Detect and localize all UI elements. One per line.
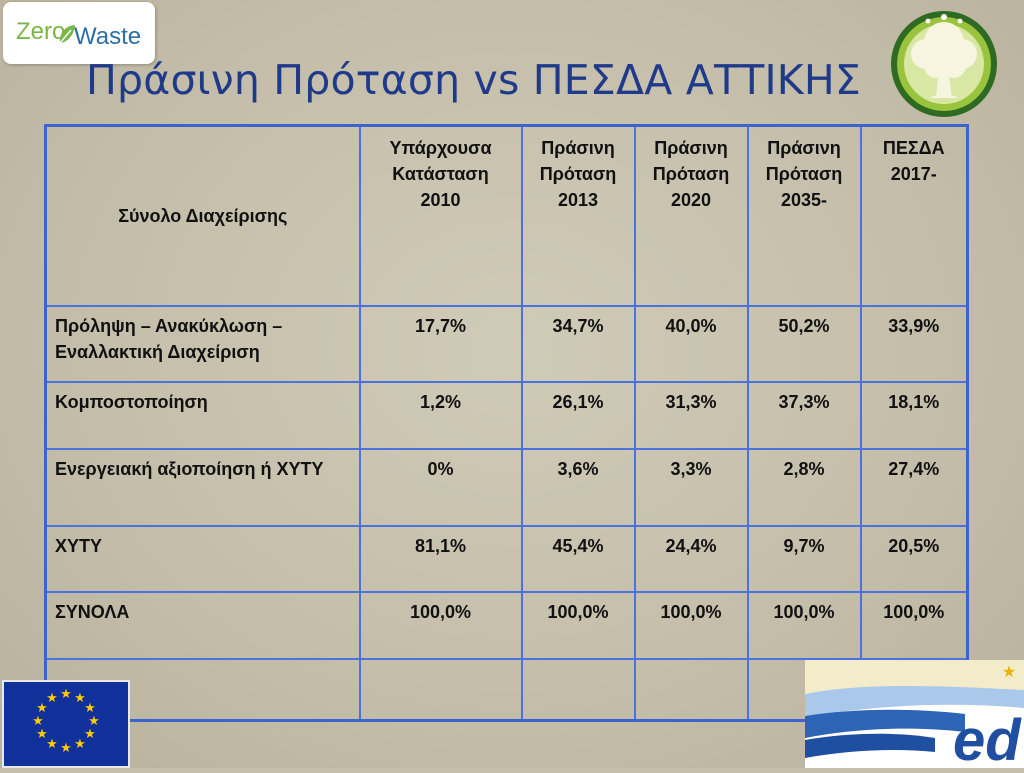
- svg-text:★: ★: [88, 714, 100, 729]
- svg-text:★: ★: [46, 691, 58, 706]
- table-cell: 45,4%: [520, 524, 636, 593]
- table-cell: 1,2%: [358, 380, 523, 450]
- table-row: Ενεργειακή αξιοποίηση ή ΧΥΤΥ 0% 3,6% 3,3…: [44, 447, 969, 527]
- table-cell: 40,0%: [633, 304, 749, 383]
- table-cell: 33,9%: [859, 304, 969, 383]
- table-cell: 9,7%: [746, 524, 862, 593]
- column-header-line: 2017-: [890, 164, 937, 185]
- table-cell: 100,0%: [746, 590, 862, 660]
- column-header-line: Πράσινη: [654, 138, 728, 158]
- table-cell: 37,3%: [746, 380, 862, 450]
- table-cell: 27,4%: [859, 447, 969, 527]
- column-header-existing-2010: Υπάρχουσα Κατάσταση 2010: [358, 124, 523, 307]
- column-header-line: Πράσινη: [767, 138, 841, 158]
- row-label: Ενεργειακή αξιοποίηση ή ΧΥΤΥ: [44, 447, 361, 527]
- zerowaste-logo-part2: Waste: [74, 23, 142, 50]
- zerowaste-logo: Zero Waste: [3, 2, 155, 64]
- med-logo-text: ed: [953, 708, 1022, 768]
- row-label: Πρόληψη – Ανακύκλωση – Εναλλακτική Διαχε…: [44, 304, 361, 383]
- column-header-line: ΠΕΣΔΑ: [882, 138, 945, 158]
- column-header-line: Πρόταση: [652, 164, 730, 185]
- svg-text:★: ★: [74, 691, 86, 706]
- table-cell: 3,6%: [520, 447, 636, 527]
- svg-text:★: ★: [74, 737, 86, 752]
- table-row: Πρόληψη – Ανακύκλωση – Εναλλακτική Διαχε…: [44, 304, 969, 383]
- leaf-icon: [59, 25, 75, 44]
- table-cell: 100,0%: [520, 590, 636, 660]
- eu-flag-logo: ★ ★ ★ ★ ★ ★ ★ ★ ★ ★ ★ ★: [2, 680, 130, 768]
- column-header-line: 2013: [557, 190, 599, 211]
- column-header-line: 2010: [420, 190, 461, 211]
- table-cell: 34,7%: [520, 304, 636, 383]
- table-row: Κομποστοποίηση 1,2% 26,1% 31,3% 37,3% 18…: [44, 380, 969, 450]
- column-header-line: Πρόταση: [765, 164, 843, 185]
- table-cell: 2,8%: [746, 447, 862, 527]
- svg-text:★: ★: [60, 741, 72, 756]
- column-header-green-2035: Πράσινη Πρόταση 2035-: [746, 124, 862, 307]
- row-label: Κομποστοποίηση: [44, 380, 361, 450]
- table-cell: 24,4%: [633, 524, 749, 593]
- column-header-line: 2020: [670, 190, 712, 211]
- svg-text:★: ★: [36, 701, 48, 716]
- svg-text:★: ★: [60, 687, 72, 702]
- row-label: ΧΥΤΥ: [44, 524, 361, 593]
- tree-logo: [891, 11, 997, 117]
- table-cell: 100,0%: [633, 590, 749, 660]
- column-header-line: 2035-: [780, 190, 828, 211]
- table-cell: 26,1%: [520, 380, 636, 450]
- zerowaste-logo-part1: Zero: [16, 18, 66, 45]
- column-header-pesda-2017: ΠΕΣΔΑ 2017-: [859, 124, 969, 307]
- table-cell: 0%: [358, 447, 523, 527]
- table-row: ΧΥΤΥ 81,1% 45,4% 24,4% 9,7% 20,5%: [44, 524, 969, 593]
- svg-text:★: ★: [84, 727, 96, 742]
- column-header-line: Κατάσταση: [392, 164, 489, 185]
- table-header-row: Σύνολο Διαχείρισης Υπάρχουσα Κατάσταση 2…: [44, 124, 969, 307]
- eu-stars-icon: ★ ★★ ★★★ ★★★ ★★★: [32, 687, 100, 756]
- table-cell: [358, 657, 523, 722]
- table-cell: [633, 657, 749, 722]
- table-cell: 3,3%: [633, 447, 749, 527]
- table-cell: 17,7%: [358, 304, 523, 383]
- slide-title: Πράσινη Πρόταση vs ΠΕΣΔΑ ΑΤΤΙΚΗΣ: [86, 56, 861, 104]
- column-header-green-2020: Πράσινη Πρόταση 2020: [633, 124, 749, 307]
- table-cell: [520, 657, 636, 722]
- column-header-line: Πράσινη: [541, 138, 615, 158]
- svg-text:★: ★: [46, 737, 58, 752]
- table-cell: 100,0%: [358, 590, 523, 660]
- svg-text:★: ★: [32, 714, 44, 729]
- table-cell: 20,5%: [859, 524, 969, 593]
- star-icon: ★: [1002, 662, 1016, 681]
- svg-text:★: ★: [84, 701, 96, 716]
- column-header-green-2013: Πράσινη Πρόταση 2013: [520, 124, 636, 307]
- waste-management-table: Σύνολο Διαχείρισης Υπάρχουσα Κατάσταση 2…: [44, 124, 969, 722]
- table-cell: 31,3%: [633, 380, 749, 450]
- table-row: ΣΥΝΟΛΑ 100,0% 100,0% 100,0% 100,0% 100,0…: [44, 590, 969, 660]
- column-header-line: Πρόταση: [539, 164, 617, 185]
- column-header-line: Υπάρχουσα: [389, 138, 492, 158]
- med-logo-graphic: ★ ed: [805, 660, 1024, 773]
- table-corner-header: Σύνολο Διαχείρισης: [44, 124, 361, 307]
- table-cell: 18,1%: [859, 380, 969, 450]
- svg-text:★: ★: [36, 727, 48, 742]
- table-cell: 50,2%: [746, 304, 862, 383]
- table-cell: 100,0%: [859, 590, 969, 660]
- table-cell: 81,1%: [358, 524, 523, 593]
- row-label: ΣΥΝΟΛΑ: [44, 590, 361, 660]
- med-logo: ★ ed: [805, 660, 1024, 773]
